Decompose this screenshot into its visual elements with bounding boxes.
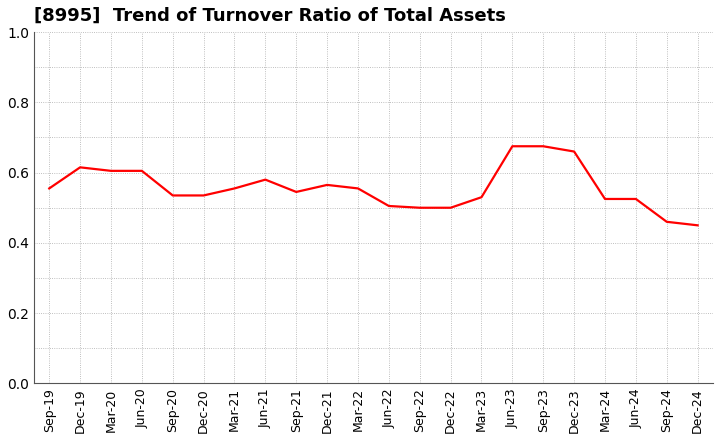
- Text: [8995]  Trend of Turnover Ratio of Total Assets: [8995] Trend of Turnover Ratio of Total …: [34, 7, 505, 25]
